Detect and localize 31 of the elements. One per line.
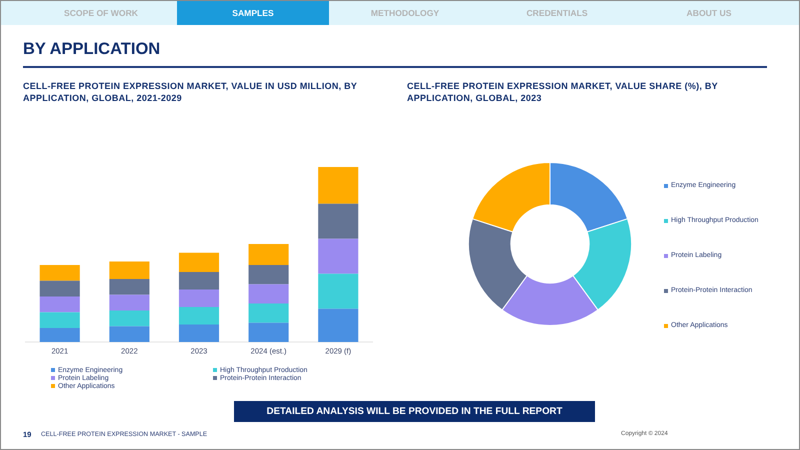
- banner: DETAILED ANALYSIS WILL BE PROVIDED IN THE FULL REPORT: [234, 401, 595, 422]
- bar: [248, 322, 289, 342]
- bar: [109, 279, 150, 295]
- bar: [178, 290, 220, 307]
- bar: [318, 167, 358, 204]
- bar: [178, 324, 220, 342]
- text: BY APPLICATION: [23, 40, 160, 59]
- bar: [109, 262, 150, 279]
- bar: [40, 296, 80, 312]
- bar: [178, 272, 220, 290]
- bar: [248, 284, 289, 304]
- bar: [40, 280, 80, 296]
- chart-title: CELL-FREE PROTEIN EXPRESSION MARKET, VALUE IN USD MILLION, BY APPLICATION, GLOBAL, 2021-2029: [23, 80, 358, 104]
- bar: [109, 310, 150, 326]
- bar: [318, 238, 358, 274]
- bar: [318, 308, 358, 342]
- navigation-bar: SCOPE OF WORK SAMPLES METHODOLOGY CREDENTIALS ABOUT US: [1, 1, 799, 25]
- bar: [248, 244, 289, 265]
- bar: [40, 265, 80, 281]
- bar: [248, 304, 289, 323]
- chart-title: CELL-FREE PROTEIN EXPRESSION MARKET, VALUE SHARE (%), BY APPLICATION, GLOBAL, 2023: [407, 80, 719, 104]
- bar: [109, 294, 150, 310]
- bar: [109, 326, 150, 342]
- selected-tab: SAMPLES: [177, 1, 329, 25]
- bar: [318, 204, 358, 239]
- bar: [248, 265, 289, 284]
- bar: [40, 328, 80, 342]
- bar: [40, 312, 80, 328]
- bar: [178, 252, 220, 272]
- bar: [178, 307, 220, 324]
- bar: [318, 274, 358, 309]
